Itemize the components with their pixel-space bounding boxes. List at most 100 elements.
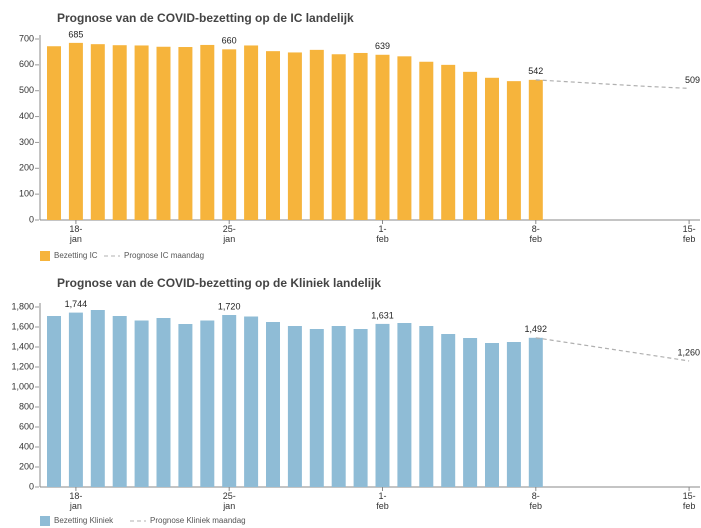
y-tick-label: 600: [19, 59, 34, 69]
x-tick-label-part: 18-: [69, 224, 82, 234]
bar: [200, 320, 215, 487]
y-tick-label: 100: [19, 189, 34, 199]
bar: [463, 338, 478, 487]
bar: [353, 52, 368, 220]
bar: [287, 326, 302, 487]
bar: [112, 316, 127, 487]
bar: [506, 342, 521, 487]
data-label: 1,492: [525, 324, 548, 334]
y-tick-label: 200: [19, 461, 34, 471]
bar: [222, 49, 237, 220]
legend-swatch: [40, 516, 50, 526]
bar: [463, 71, 478, 221]
bar: [90, 44, 105, 220]
x-tick-label-part: jan: [69, 501, 82, 511]
y-tick-label: 1,400: [11, 341, 34, 351]
y-tick-label: 400: [19, 111, 34, 121]
bar: [112, 45, 127, 220]
legend-label: Bezetting Kliniek: [54, 516, 114, 525]
legend-swatch: [40, 251, 50, 261]
bar: [485, 77, 499, 221]
bar: [156, 318, 171, 487]
x-tick-label-part: 1-: [378, 491, 386, 501]
data-label: 1,631: [371, 310, 394, 320]
x-tick-label: 15-feb: [683, 224, 696, 244]
bar: [287, 52, 302, 221]
bar: [309, 329, 324, 487]
x-tick-label-part: feb: [530, 234, 543, 244]
y-tick-label: 500: [19, 85, 34, 95]
x-tick-label-part: feb: [376, 501, 389, 511]
data-label: 660: [222, 36, 237, 46]
data-label: 542: [528, 66, 543, 76]
bar: [178, 324, 193, 487]
bar: [244, 316, 259, 487]
bar: [441, 64, 456, 220]
bar: [47, 316, 61, 487]
y-tick-label: 1,200: [11, 361, 34, 371]
x-tick-label-part: 25-: [223, 224, 236, 234]
y-tick-label: 0: [29, 214, 34, 224]
legend-label: Bezetting IC: [54, 251, 98, 260]
data-label: 1,744: [65, 299, 88, 309]
data-label: 509: [685, 75, 700, 85]
bar: [331, 54, 346, 221]
legend-label: Prognose Kliniek maandag: [150, 516, 246, 525]
bar: [134, 320, 149, 487]
bar: [528, 337, 543, 487]
legend-label: Prognose IC maandag: [124, 251, 204, 260]
bar: [397, 56, 412, 221]
bar: [419, 61, 434, 220]
x-tick-label-part: 25-: [223, 491, 236, 501]
x-tick-label-part: feb: [376, 234, 389, 244]
bar: [47, 46, 61, 220]
x-tick-label-part: 15-: [683, 224, 696, 234]
forecast-line: [535, 79, 690, 89]
bar: [353, 329, 368, 487]
bar: [178, 47, 193, 220]
x-tick-label-part: feb: [683, 234, 696, 244]
y-tick-label: 0: [29, 481, 34, 491]
x-tick-label-part: 1-: [378, 224, 386, 234]
bar: [441, 334, 456, 487]
x-tick-label: 25-jan: [222, 224, 236, 244]
x-tick-label: 8-feb: [530, 491, 543, 511]
bar: [375, 323, 390, 487]
bar: [485, 343, 499, 487]
y-tick-label: 800: [19, 401, 34, 411]
y-tick-label: 1,800: [11, 301, 34, 311]
bar: [331, 326, 346, 487]
data-label: 639: [375, 41, 390, 51]
bar: [68, 42, 83, 220]
data-label: 685: [68, 29, 83, 39]
y-tick-label: 300: [19, 137, 34, 147]
y-tick-label: 600: [19, 421, 34, 431]
bar: [375, 54, 390, 220]
bar: [397, 323, 412, 487]
x-tick-label-part: jan: [222, 234, 235, 244]
bar: [244, 45, 259, 220]
x-tick-label-part: 15-: [683, 491, 696, 501]
x-tick-label: 15-feb: [683, 491, 696, 511]
x-tick-label: 18-jan: [69, 224, 83, 244]
bar: [419, 326, 434, 487]
y-tick-label: 1,000: [11, 381, 34, 391]
bar: [266, 322, 280, 487]
x-tick-label-part: jan: [222, 501, 235, 511]
y-tick-label: 1,600: [11, 321, 34, 331]
x-tick-label-part: 18-: [69, 491, 82, 501]
data-label: 1,260: [677, 347, 700, 357]
bar: [266, 51, 280, 220]
chart-title: Prognose van de COVID-bezetting op de IC…: [57, 11, 354, 25]
forecast-line: [535, 337, 690, 362]
bar: [222, 315, 237, 487]
x-tick-label-part: 8-: [532, 491, 540, 501]
x-tick-label-part: jan: [69, 234, 82, 244]
y-tick-label: 400: [19, 441, 34, 451]
bar: [309, 49, 324, 220]
x-tick-label: 1-feb: [376, 491, 389, 511]
x-tick-label: 18-jan: [69, 491, 83, 511]
bar: [506, 81, 521, 220]
